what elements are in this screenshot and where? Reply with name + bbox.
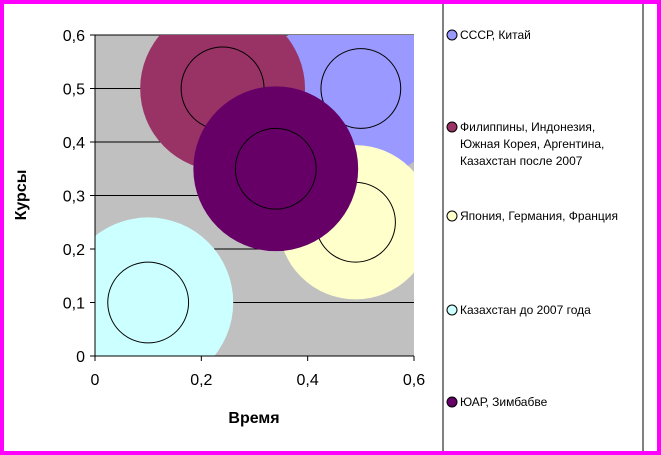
x-axis-title: Время [228, 410, 279, 427]
legend-marker-5 [446, 396, 458, 408]
y-tick-label: 0,4 [63, 135, 85, 152]
legend-label-3: Япония, Германия, Франция [460, 209, 618, 223]
legend-label-2: Филиппины, Индонезия, [460, 120, 595, 134]
y-tick-label: 0 [76, 349, 85, 366]
bubble-4-inner-ring [107, 261, 190, 344]
legend-marker-3 [446, 210, 458, 222]
legend-label-5: ЮАР, Зимбабве [460, 395, 548, 409]
y-tick-label: 0,6 [63, 28, 85, 45]
bubble-5-inner-ring [234, 127, 317, 210]
x-tick-label: 0 [91, 372, 100, 389]
y-tick-label: 0,2 [63, 242, 85, 259]
legend-label-2: Казахстан после 2007 [460, 154, 583, 168]
bubble-chart: 0 0,1 0,2 0,3 0,4 0,5 0,6 0 0,2 0,4 0,6 Время Курс… [13, 4, 644, 451]
bubble-5 [193, 86, 359, 252]
legend: СССР, Китай Филиппины, Индонезия, Южная Ко… [446, 28, 618, 409]
bubble-4 [95, 217, 234, 356]
legend-marker-4 [446, 304, 458, 316]
x-tick-label: 0,6 [403, 372, 425, 389]
y-tick-label: 0,3 [63, 189, 85, 206]
legend-label-4: Казахстан до 2007 года [460, 303, 591, 317]
legend-marker-1 [446, 29, 458, 41]
legend-label-1: СССР, Китай [460, 28, 531, 42]
legend-marker-2 [446, 121, 458, 133]
x-tick-label: 0,4 [297, 372, 319, 389]
x-tick-label: 0,2 [190, 372, 212, 389]
y-axis-title: Курсы [13, 170, 30, 221]
y-tick-label: 0,1 [63, 296, 85, 313]
legend-label-2: Южная Корея, Аргентина, [460, 137, 604, 151]
bubble-1-inner-ring [320, 48, 402, 129]
chart-frame: 0 0,1 0,2 0,3 0,4 0,5 0,6 0 0,2 0,4 0,6 Время Курс… [4, 4, 657, 451]
y-tick-label: 0,5 [63, 82, 85, 99]
